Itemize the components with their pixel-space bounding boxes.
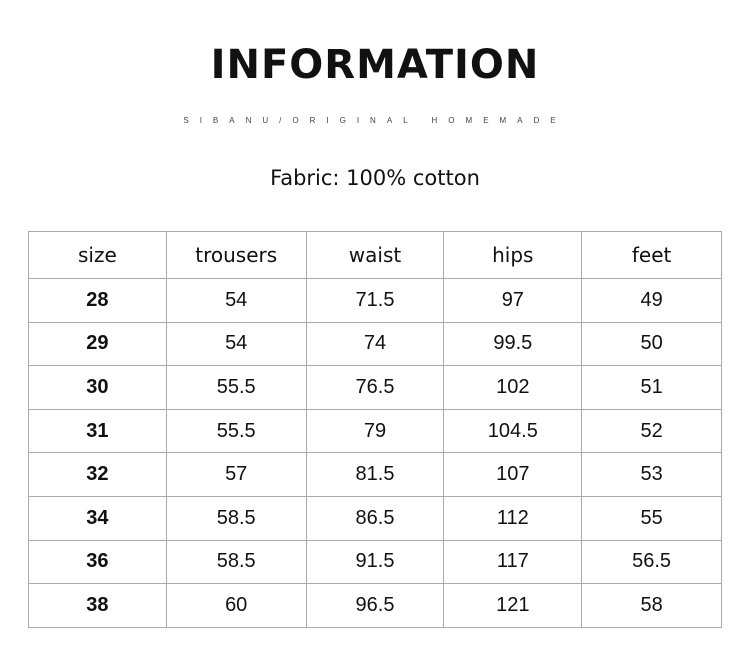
cell-waist: 81.5 xyxy=(305,452,445,497)
cell-feet: 58 xyxy=(581,583,722,628)
cell-waist: 96.5 xyxy=(305,583,445,628)
table-row: 38 60 96.5 121 58 xyxy=(28,583,722,628)
cell-size: 29 xyxy=(28,321,167,367)
cell-feet: 56.5 xyxy=(581,539,722,585)
cell-trousers: 58.5 xyxy=(165,495,307,541)
cell-size: 31 xyxy=(28,408,167,454)
table-row: 30 55.5 76.5 102 51 xyxy=(28,365,722,410)
cell-waist: 91.5 xyxy=(305,539,445,585)
cell-trousers: 54 xyxy=(165,278,307,323)
brand-subtitle: SIBANU/ORIGINAL HOMEMADE xyxy=(183,116,567,125)
cell-feet: 50 xyxy=(581,321,722,367)
table-row: 32 57 81.5 107 53 xyxy=(28,452,722,497)
cell-hips: 104.5 xyxy=(443,408,583,454)
column-header-trousers: trousers xyxy=(165,231,307,279)
cell-hips: 107 xyxy=(443,452,583,497)
cell-size: 38 xyxy=(28,583,167,628)
cell-trousers: 54 xyxy=(165,321,307,367)
table-row: 31 55.5 79 104.5 52 xyxy=(28,408,722,454)
size-chart-table: size trousers waist hips feet 28 54 71.5 97 49 29… xyxy=(28,231,722,628)
cell-hips: 117 xyxy=(443,539,583,585)
cell-size: 34 xyxy=(28,495,167,541)
cell-trousers: 55.5 xyxy=(165,408,307,454)
column-header-hips: hips xyxy=(443,231,583,279)
cell-feet: 53 xyxy=(581,452,722,497)
table-row: 34 58.5 86.5 112 55 xyxy=(28,495,722,541)
page-title: INFORMATION xyxy=(210,42,540,88)
cell-waist: 71.5 xyxy=(305,278,445,323)
cell-feet: 55 xyxy=(581,495,722,541)
cell-hips: 121 xyxy=(443,583,583,628)
table-header-row: size trousers waist hips feet xyxy=(28,231,722,279)
cell-hips: 99.5 xyxy=(443,321,583,367)
cell-waist: 86.5 xyxy=(305,495,445,541)
column-header-waist: waist xyxy=(305,231,445,279)
cell-trousers: 57 xyxy=(165,452,307,497)
cell-feet: 49 xyxy=(581,278,722,323)
cell-size: 32 xyxy=(28,452,167,497)
column-header-size: size xyxy=(28,231,167,279)
cell-hips: 102 xyxy=(443,365,583,410)
table-row: 36 58.5 91.5 117 56.5 xyxy=(28,539,722,585)
cell-hips: 97 xyxy=(443,278,583,323)
cell-feet: 52 xyxy=(581,408,722,454)
fabric-info: Fabric: 100% cotton xyxy=(270,166,480,190)
cell-trousers: 58.5 xyxy=(165,539,307,585)
cell-waist: 74 xyxy=(305,321,445,367)
cell-size: 28 xyxy=(28,278,167,323)
table-row: 29 54 74 99.5 50 xyxy=(28,321,722,367)
cell-hips: 112 xyxy=(443,495,583,541)
cell-waist: 76.5 xyxy=(305,365,445,410)
cell-feet: 51 xyxy=(581,365,722,410)
column-header-feet: feet xyxy=(581,231,722,279)
cell-trousers: 60 xyxy=(165,583,307,628)
cell-size: 36 xyxy=(28,539,167,585)
table-row: 28 54 71.5 97 49 xyxy=(28,278,722,323)
cell-trousers: 55.5 xyxy=(165,365,307,410)
cell-waist: 79 xyxy=(305,408,445,454)
cell-size: 30 xyxy=(28,365,167,410)
